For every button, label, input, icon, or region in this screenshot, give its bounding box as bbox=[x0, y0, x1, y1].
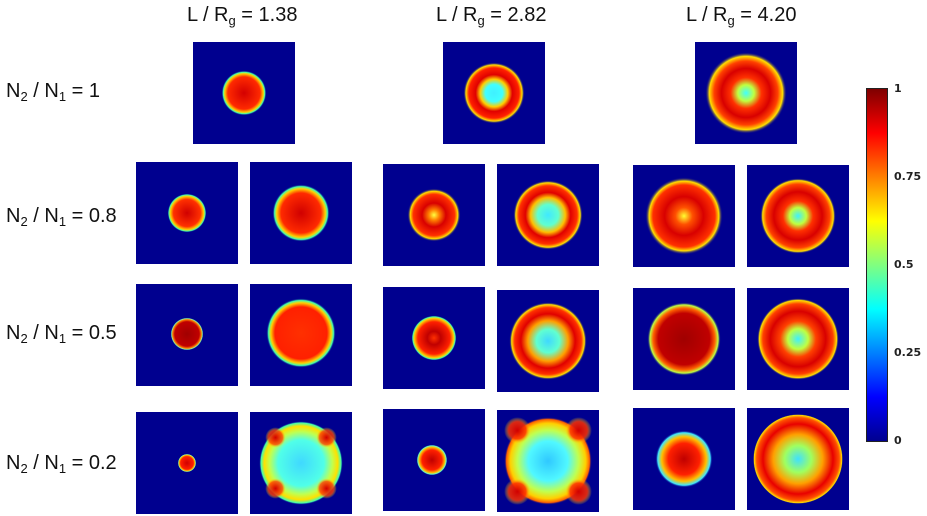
density-map-lrg1.38-n0.2-right bbox=[250, 412, 352, 514]
density-map-lrg2.82-n0.5-left bbox=[383, 287, 485, 389]
density-map-lrg4.20-n1 bbox=[695, 42, 797, 144]
column-header-lrg-4.20: L / Rg = 4.20 bbox=[686, 4, 797, 28]
colorbar-tick-1: 1 bbox=[894, 82, 902, 95]
column-header-lrg-2.82: L / Rg = 2.82 bbox=[436, 4, 547, 28]
density-map-lrg4.20-n0.8-right bbox=[747, 165, 849, 267]
density-map-lrg1.38-n1 bbox=[193, 42, 295, 144]
colorbar-tick-0.25: 0.25 bbox=[894, 346, 922, 359]
row-label-ratio-0.2: N2 / N1 = 0.2 bbox=[6, 452, 117, 476]
column-header-lrg-1.38: L / Rg = 1.38 bbox=[187, 4, 298, 28]
density-map-lrg4.20-n0.2-right bbox=[747, 408, 849, 510]
density-map-lrg4.20-n0.8-left bbox=[633, 165, 735, 267]
density-map-lrg1.38-n0.8-left bbox=[136, 162, 238, 264]
row-label-ratio-1: N2 / N1 = 1 bbox=[6, 80, 100, 104]
density-map-lrg2.82-n0.5-right bbox=[497, 290, 599, 392]
density-map-lrg4.20-n0.5-left bbox=[633, 288, 735, 390]
density-map-lrg1.38-n0.5-right bbox=[250, 284, 352, 386]
row-label-ratio-0.5: N2 / N1 = 0.5 bbox=[6, 322, 117, 346]
density-map-lrg2.82-n0.8-right bbox=[497, 164, 599, 266]
density-map-lrg2.82-n0.2-right bbox=[497, 410, 599, 512]
colorbar-tick-0: 0 bbox=[894, 434, 902, 447]
density-map-lrg4.20-n0.5-right bbox=[747, 288, 849, 390]
density-map-lrg2.82-n1 bbox=[443, 42, 545, 144]
density-map-lrg1.38-n0.8-right bbox=[250, 162, 352, 264]
colorbar bbox=[866, 88, 888, 442]
density-map-lrg2.82-n0.8-left bbox=[383, 164, 485, 266]
density-map-lrg1.38-n0.2-left bbox=[136, 412, 238, 514]
density-map-lrg4.20-n0.2-left bbox=[633, 408, 735, 510]
density-map-lrg2.82-n0.2-left bbox=[383, 409, 485, 511]
density-map-lrg1.38-n0.5-left bbox=[136, 284, 238, 386]
colorbar-tick-0.5: 0.5 bbox=[894, 258, 914, 271]
colorbar-tick-0.75: 0.75 bbox=[894, 170, 922, 183]
row-label-ratio-0.8: N2 / N1 = 0.8 bbox=[6, 205, 117, 229]
